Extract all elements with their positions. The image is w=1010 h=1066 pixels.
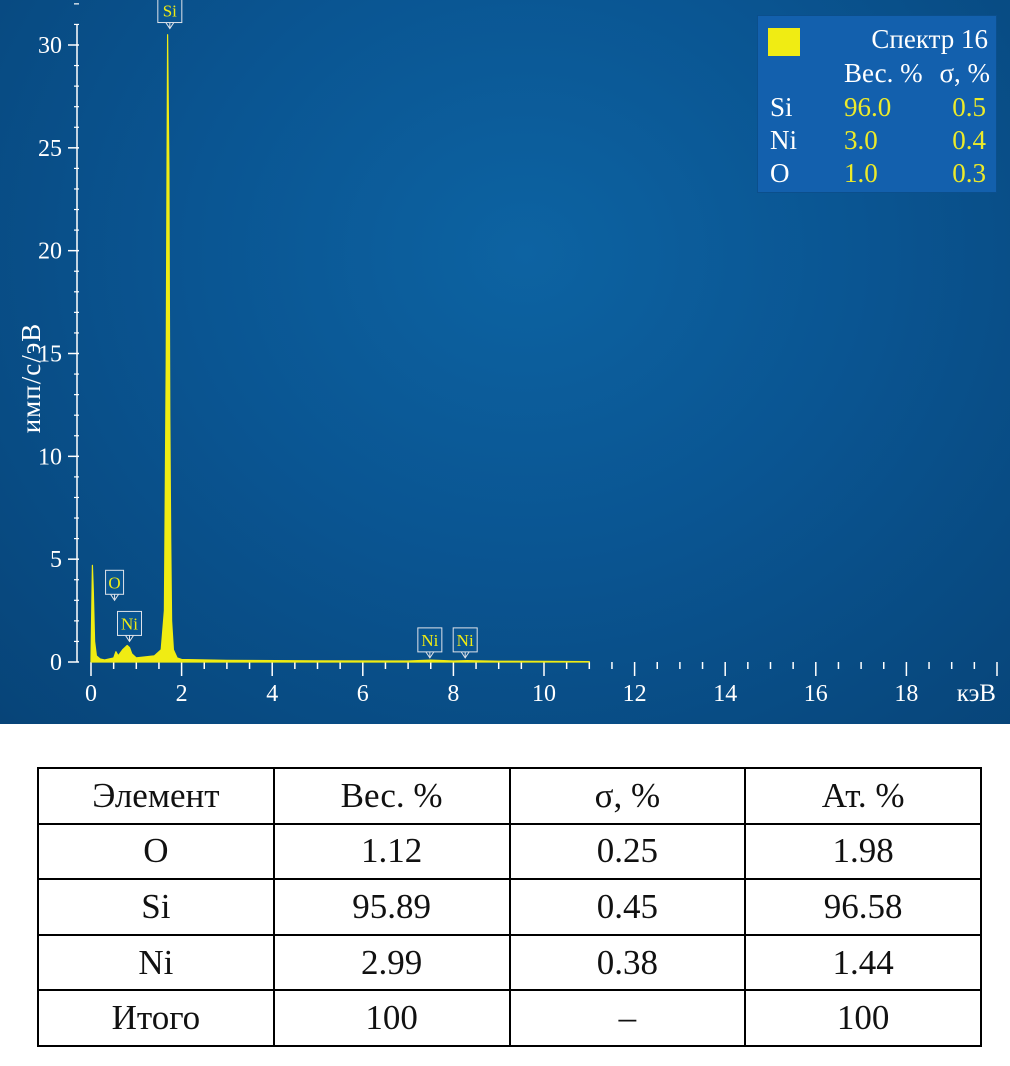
y-tick-label: 30	[38, 33, 62, 59]
peak-label: Ni	[117, 610, 143, 643]
legend-header-wt: Вес. %	[844, 58, 923, 88]
table-header-cell: Вес. %	[272, 767, 511, 825]
y-tick-label: 10	[38, 444, 62, 470]
legend-title: Спектр 16	[871, 24, 988, 54]
legend-sigma: 0.5	[952, 92, 986, 122]
table-cell: 100	[744, 989, 982, 1047]
table-cell: O	[37, 822, 275, 881]
legend-wt: 1.0	[844, 158, 878, 188]
y-tick-label: 15	[38, 342, 62, 368]
table-header-cell: σ, %	[508, 767, 747, 825]
table-cell: 2.99	[272, 933, 511, 992]
x-tick-label: 12	[623, 681, 647, 707]
spectrum-series-0	[90, 34, 590, 663]
table-header-cell: Элемент	[37, 767, 275, 825]
peak-label-text: Ni	[457, 631, 474, 650]
x-tick-label: 6	[357, 681, 369, 707]
table-row: Итого 100 – 100	[37, 989, 982, 1047]
x-tick-label: 0	[85, 681, 97, 707]
peak-label-text: Ni	[121, 614, 138, 633]
table-header-row: Элемент Вес. % σ, % Ат. %	[37, 767, 982, 825]
table-cell: 100	[272, 989, 511, 1047]
composition-table: Элемент Вес. % σ, % Ат. % O 1.12 0.25 1.…	[37, 767, 982, 1047]
table-cell: 96.58	[744, 878, 982, 936]
y-tick-label: 20	[38, 239, 62, 265]
table-cell: 1.98	[744, 822, 982, 881]
peak-label-text: O	[108, 573, 120, 592]
x-tick-label: 4	[266, 681, 278, 707]
x-tick-label: 2	[176, 681, 188, 707]
table-cell: –	[508, 989, 747, 1047]
legend-element: O	[770, 158, 790, 188]
table-cell: 95.89	[272, 878, 511, 936]
legend-swatch	[768, 28, 800, 56]
table-row: Ni 2.99 0.38 1.44	[37, 933, 982, 992]
x-axis-label: кэВ	[957, 680, 996, 707]
table-cell: 1.12	[272, 822, 511, 881]
peak-label: Ni	[417, 627, 443, 659]
x-tick-label: 16	[804, 681, 828, 707]
table-cell: Ni	[37, 933, 275, 992]
legend-wt: 96.0	[844, 92, 892, 122]
table-row: Si 95.89 0.45 96.58	[37, 878, 982, 936]
y-tick-label: 25	[38, 136, 62, 162]
x-tick-label: 10	[532, 681, 556, 707]
table-row: O 1.12 0.25 1.98	[37, 822, 982, 881]
table-cell: 0.38	[508, 933, 747, 992]
spectrum-chart-panel: 0 5 10 15 20 25 30 0 2 4 6 8 10 12 14 16 18 Si O Ni Ni Ni им…	[0, 0, 1010, 724]
legend-element: Si	[770, 92, 793, 122]
legend-header-sigma: σ, %	[939, 58, 990, 88]
legend-box: Спектр 16 Вес. % σ, % Si 96.0 0.5 Ni 3.0…	[758, 16, 996, 192]
legend-element: Ni	[770, 125, 797, 155]
x-tick-label: 8	[447, 681, 459, 707]
table-cell: 0.45	[508, 878, 747, 936]
x-tick-label: 18	[894, 681, 918, 707]
legend-sigma: 0.3	[952, 158, 986, 188]
y-tick-label: 0	[50, 650, 62, 676]
peak-label-text: Ni	[421, 631, 438, 650]
legend-sigma: 0.4	[952, 125, 986, 155]
y-tick-label: 5	[50, 547, 62, 573]
y-axis-label: имп/с/эВ	[16, 323, 46, 434]
table-cell: 1.44	[744, 933, 982, 992]
table-cell: 0.25	[508, 822, 747, 881]
table-cell: Итого	[37, 989, 275, 1047]
peak-label-text: Si	[163, 2, 177, 21]
legend-wt: 3.0	[844, 125, 878, 155]
table-cell: Si	[37, 878, 275, 936]
peak-label: O	[105, 569, 125, 602]
peak-label: Ni	[452, 627, 478, 659]
x-tick-label: 14	[713, 681, 737, 707]
table-header-cell: Ат. %	[744, 767, 982, 825]
peak-label: Si	[157, 0, 183, 30]
